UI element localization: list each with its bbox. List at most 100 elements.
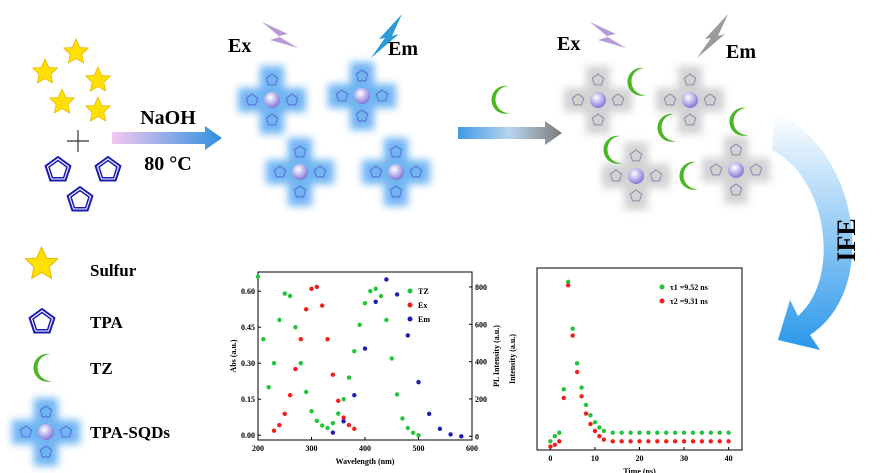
reagent: NaOH <box>140 107 196 129</box>
legend-marker <box>408 317 413 322</box>
data-point <box>619 439 623 443</box>
y2-tick-label: 0 <box>475 432 479 441</box>
data-point <box>718 439 722 443</box>
plot-frame <box>537 268 742 450</box>
data-point <box>566 283 570 287</box>
data-point <box>272 361 276 365</box>
data-point <box>593 429 597 433</box>
legend-label: τ1 =9.52 ns <box>670 283 708 292</box>
data-point <box>664 439 668 443</box>
data-point <box>597 434 601 438</box>
data-point <box>293 325 297 329</box>
y-tick-label: 0.60 <box>241 287 255 296</box>
data-point <box>352 393 356 397</box>
excitation-bolt <box>262 22 298 48</box>
data-point <box>363 346 367 350</box>
data-point <box>336 411 340 415</box>
data-point <box>570 326 574 330</box>
x-axis-label: Time (ns) <box>623 467 656 473</box>
data-point <box>718 430 722 434</box>
x-axis-label: Wavelength (nm) <box>336 457 395 466</box>
data-point <box>575 370 579 374</box>
y-tick-label: 0.00 <box>241 431 255 440</box>
data-point <box>315 419 319 423</box>
data-point <box>256 275 260 279</box>
legend-label: Em <box>418 315 430 324</box>
data-point <box>557 430 561 434</box>
x-tick-label: 30 <box>680 454 688 463</box>
data-point <box>320 303 324 307</box>
data-point <box>637 430 641 434</box>
reactants <box>33 39 121 211</box>
em-label: Em <box>726 41 756 63</box>
data-point <box>700 430 704 434</box>
data-point <box>347 423 351 427</box>
sqds-quenched <box>564 66 770 210</box>
legend-marker <box>408 289 413 294</box>
y2-tick-label: 800 <box>475 283 487 292</box>
emission-bolt <box>697 14 728 58</box>
legend-label: TPA <box>90 313 123 332</box>
y-tick-label: 0.45 <box>241 323 255 332</box>
data-point <box>416 380 420 384</box>
data-point <box>331 421 335 425</box>
sqds-fluorescent <box>238 62 430 206</box>
data-point <box>379 294 383 298</box>
data-point <box>646 439 650 443</box>
data-point <box>726 439 730 443</box>
data-point <box>384 277 388 281</box>
data-point <box>700 439 704 443</box>
data-point <box>682 430 686 434</box>
data-point <box>637 439 641 443</box>
legend-label: Ex <box>418 301 427 310</box>
data-point <box>384 318 388 322</box>
ex-label: Ex <box>228 35 251 57</box>
data-point <box>628 430 632 434</box>
data-point <box>664 430 668 434</box>
data-point <box>395 292 399 296</box>
data-point <box>459 434 463 438</box>
data-point <box>357 323 361 327</box>
data-point <box>293 367 297 371</box>
legend: Sulfur TPA TZ TPA-SQDs <box>12 247 170 466</box>
data-point <box>336 399 340 403</box>
data-point <box>416 433 420 437</box>
y2-tick-label: 600 <box>475 320 487 329</box>
legend-marker <box>660 299 665 304</box>
ex-label: Ex <box>557 33 580 55</box>
data-point <box>579 394 583 398</box>
data-point <box>619 430 623 434</box>
data-point <box>611 430 615 434</box>
y2-tick-label: 400 <box>475 358 487 367</box>
data-point <box>272 428 276 432</box>
data-point <box>691 439 695 443</box>
data-point <box>593 420 597 424</box>
data-point <box>406 333 410 337</box>
data-point <box>277 318 281 322</box>
x-tick-label: 500 <box>413 444 425 453</box>
data-point <box>548 444 552 448</box>
data-point <box>691 430 695 434</box>
data-point <box>438 427 442 431</box>
data-point <box>673 430 677 434</box>
y-axis-label: Intensity (a.u.) <box>508 334 517 384</box>
data-point <box>611 439 615 443</box>
data-point <box>709 439 713 443</box>
x-tick-label: 300 <box>306 444 318 453</box>
data-point <box>363 301 367 305</box>
data-point <box>261 337 265 341</box>
data-point <box>588 413 592 417</box>
data-point <box>562 387 566 391</box>
data-point <box>411 431 415 435</box>
data-point <box>283 291 287 295</box>
data-point <box>315 285 319 289</box>
x-tick-label: 600 <box>466 444 478 453</box>
em-label: Em <box>388 38 418 60</box>
excitation-bolt <box>590 22 626 48</box>
data-point <box>267 385 271 389</box>
figure: NaOH 80 °C Ex Em Ex Em IFE Sulfur TPA TZ… <box>0 0 881 473</box>
data-point <box>288 294 292 298</box>
data-point <box>288 393 292 397</box>
data-point <box>374 300 378 304</box>
